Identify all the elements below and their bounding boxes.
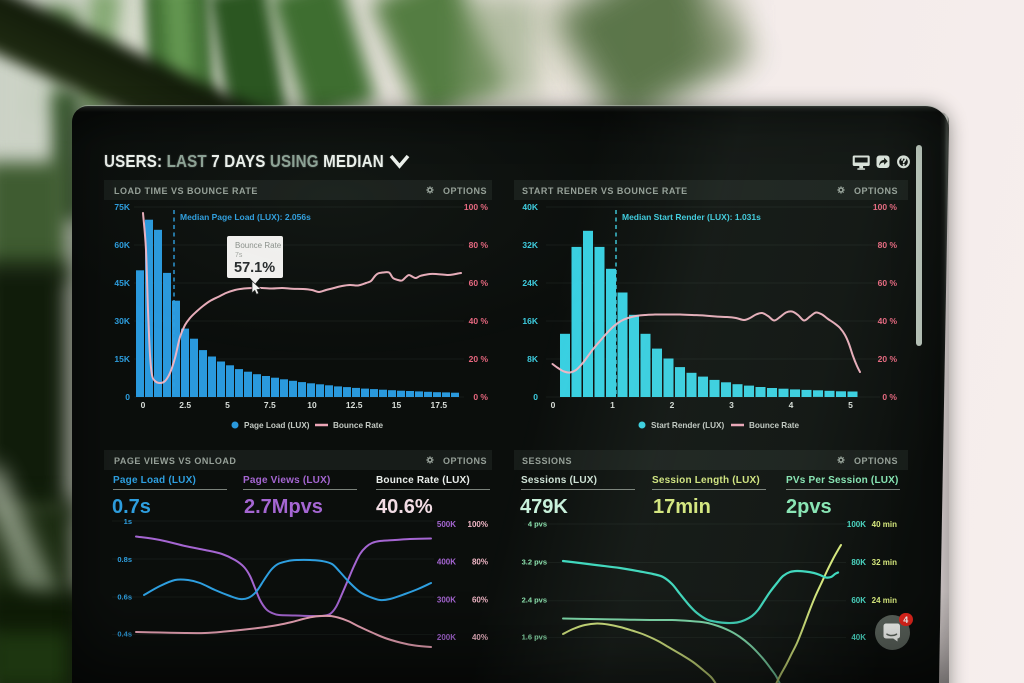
svg-text:32 min: 32 min xyxy=(872,558,897,567)
svg-text:15K: 15K xyxy=(114,354,130,364)
svg-text:60%: 60% xyxy=(472,595,488,604)
svg-text:40 min: 40 min xyxy=(872,520,897,529)
svg-text:12.5: 12.5 xyxy=(346,400,363,410)
svg-text:57.1%: 57.1% xyxy=(234,260,275,276)
svg-text:3: 3 xyxy=(729,400,734,410)
svg-text:0 %: 0 % xyxy=(473,392,488,402)
svg-text:0: 0 xyxy=(533,392,538,402)
svg-text:0: 0 xyxy=(551,400,556,410)
svg-text:PVs Per Session (LUX): PVs Per Session (LUX) xyxy=(786,475,899,486)
svg-text:40 %: 40 % xyxy=(469,316,489,326)
svg-text:200K: 200K xyxy=(437,633,456,642)
svg-text:40 %: 40 % xyxy=(878,316,898,326)
svg-text:100%: 100% xyxy=(468,520,488,529)
svg-text:3.2 pvs: 3.2 pvs xyxy=(522,558,547,567)
svg-text:2pvs: 2pvs xyxy=(786,496,832,518)
svg-text:LOAD TIME VS BOUNCE RATE: LOAD TIME VS BOUNCE RATE xyxy=(114,186,258,196)
svg-text:60K: 60K xyxy=(851,596,866,605)
svg-text:500K: 500K xyxy=(437,520,456,529)
svg-text:Sessions (LUX): Sessions (LUX) xyxy=(521,475,597,486)
svg-text:2.5: 2.5 xyxy=(179,400,191,410)
svg-text:2: 2 xyxy=(670,400,675,410)
svg-text:4 pvs: 4 pvs xyxy=(528,520,547,529)
svg-text:0.7s: 0.7s xyxy=(112,496,151,518)
svg-text:0: 0 xyxy=(125,392,130,402)
svg-text:60 %: 60 % xyxy=(878,278,898,288)
svg-text:0.4s: 0.4s xyxy=(117,630,132,639)
svg-text:1: 1 xyxy=(610,400,615,410)
svg-text:24 min: 24 min xyxy=(872,596,897,605)
svg-text:1s: 1s xyxy=(124,517,132,526)
svg-text:40K: 40K xyxy=(522,202,538,212)
svg-text:20 %: 20 % xyxy=(469,354,489,364)
svg-text:0 %: 0 % xyxy=(882,392,897,402)
svg-text:30K: 30K xyxy=(114,316,130,326)
svg-text:Session Length (LUX): Session Length (LUX) xyxy=(652,475,760,486)
svg-text:20 %: 20 % xyxy=(878,354,898,364)
svg-text:75K: 75K xyxy=(114,202,130,212)
svg-text:400K: 400K xyxy=(437,558,456,567)
svg-text:45K: 45K xyxy=(114,278,130,288)
svg-text:32K: 32K xyxy=(522,240,538,250)
svg-text:Bounce Rate: Bounce Rate xyxy=(235,241,282,250)
svg-text:80 %: 80 % xyxy=(469,240,489,250)
svg-text:100 %: 100 % xyxy=(464,202,489,212)
svg-text:60K: 60K xyxy=(114,240,130,250)
svg-text:Median Start Render (LUX): 1.0: Median Start Render (LUX): 1.031s xyxy=(622,212,761,222)
svg-text:80K: 80K xyxy=(851,558,866,567)
svg-text:2.7Mpvs: 2.7Mpvs xyxy=(244,496,323,518)
svg-text:100 %: 100 % xyxy=(873,202,898,212)
svg-text:0: 0 xyxy=(141,400,146,410)
svg-text:Bounce Rate (LUX): Bounce Rate (LUX) xyxy=(376,475,470,486)
svg-text:80 %: 80 % xyxy=(878,240,898,250)
svg-text:17.5: 17.5 xyxy=(431,400,448,410)
svg-text:7s: 7s xyxy=(235,252,243,259)
svg-text:Page Load (LUX): Page Load (LUX) xyxy=(244,421,310,430)
svg-text:5: 5 xyxy=(225,400,230,410)
svg-text:Page Views (LUX): Page Views (LUX) xyxy=(243,475,331,486)
svg-text:479K: 479K xyxy=(520,496,568,518)
svg-text:1.6 pvs: 1.6 pvs xyxy=(522,633,547,642)
svg-text:START RENDER VS BOUNCE RATE: START RENDER VS BOUNCE RATE xyxy=(522,186,688,196)
svg-text:Start Render (LUX): Start Render (LUX) xyxy=(651,421,725,430)
svg-text:7.5: 7.5 xyxy=(264,400,276,410)
svg-text:40%: 40% xyxy=(472,633,488,642)
svg-text:40K: 40K xyxy=(851,633,866,642)
svg-text:OPTIONS: OPTIONS xyxy=(443,186,487,196)
svg-text:60 %: 60 % xyxy=(469,278,489,288)
svg-text:2.4 pvs: 2.4 pvs xyxy=(522,596,547,605)
svg-text:OPTIONS: OPTIONS xyxy=(854,456,898,466)
svg-text:40.6%: 40.6% xyxy=(376,496,433,518)
svg-text:Page Load (LUX): Page Load (LUX) xyxy=(113,475,196,486)
svg-text:SESSIONS: SESSIONS xyxy=(522,456,572,466)
svg-text:PAGE VIEWS VS ONLOAD: PAGE VIEWS VS ONLOAD xyxy=(114,456,236,466)
svg-text:17min: 17min xyxy=(653,496,711,518)
svg-text:4: 4 xyxy=(789,400,794,410)
svg-text:OPTIONS: OPTIONS xyxy=(854,186,898,196)
svg-text:24K: 24K xyxy=(522,278,538,288)
svg-text:OPTIONS: OPTIONS xyxy=(443,456,487,466)
svg-text:10: 10 xyxy=(307,400,317,410)
svg-text:5: 5 xyxy=(848,400,853,410)
svg-text:Bounce Rate: Bounce Rate xyxy=(333,421,383,430)
svg-text:Median Page Load (LUX): 2.056s: Median Page Load (LUX): 2.056s xyxy=(180,212,311,222)
svg-text:0.8s: 0.8s xyxy=(117,555,132,564)
svg-text:8K: 8K xyxy=(527,354,539,364)
svg-text:80%: 80% xyxy=(472,558,488,567)
svg-text:0.6s: 0.6s xyxy=(117,593,132,602)
svg-text:15: 15 xyxy=(392,400,402,410)
svg-text:300K: 300K xyxy=(437,595,456,604)
svg-text:100K: 100K xyxy=(847,520,866,529)
svg-text:16K: 16K xyxy=(522,316,538,326)
svg-text:Bounce Rate: Bounce Rate xyxy=(749,421,799,430)
